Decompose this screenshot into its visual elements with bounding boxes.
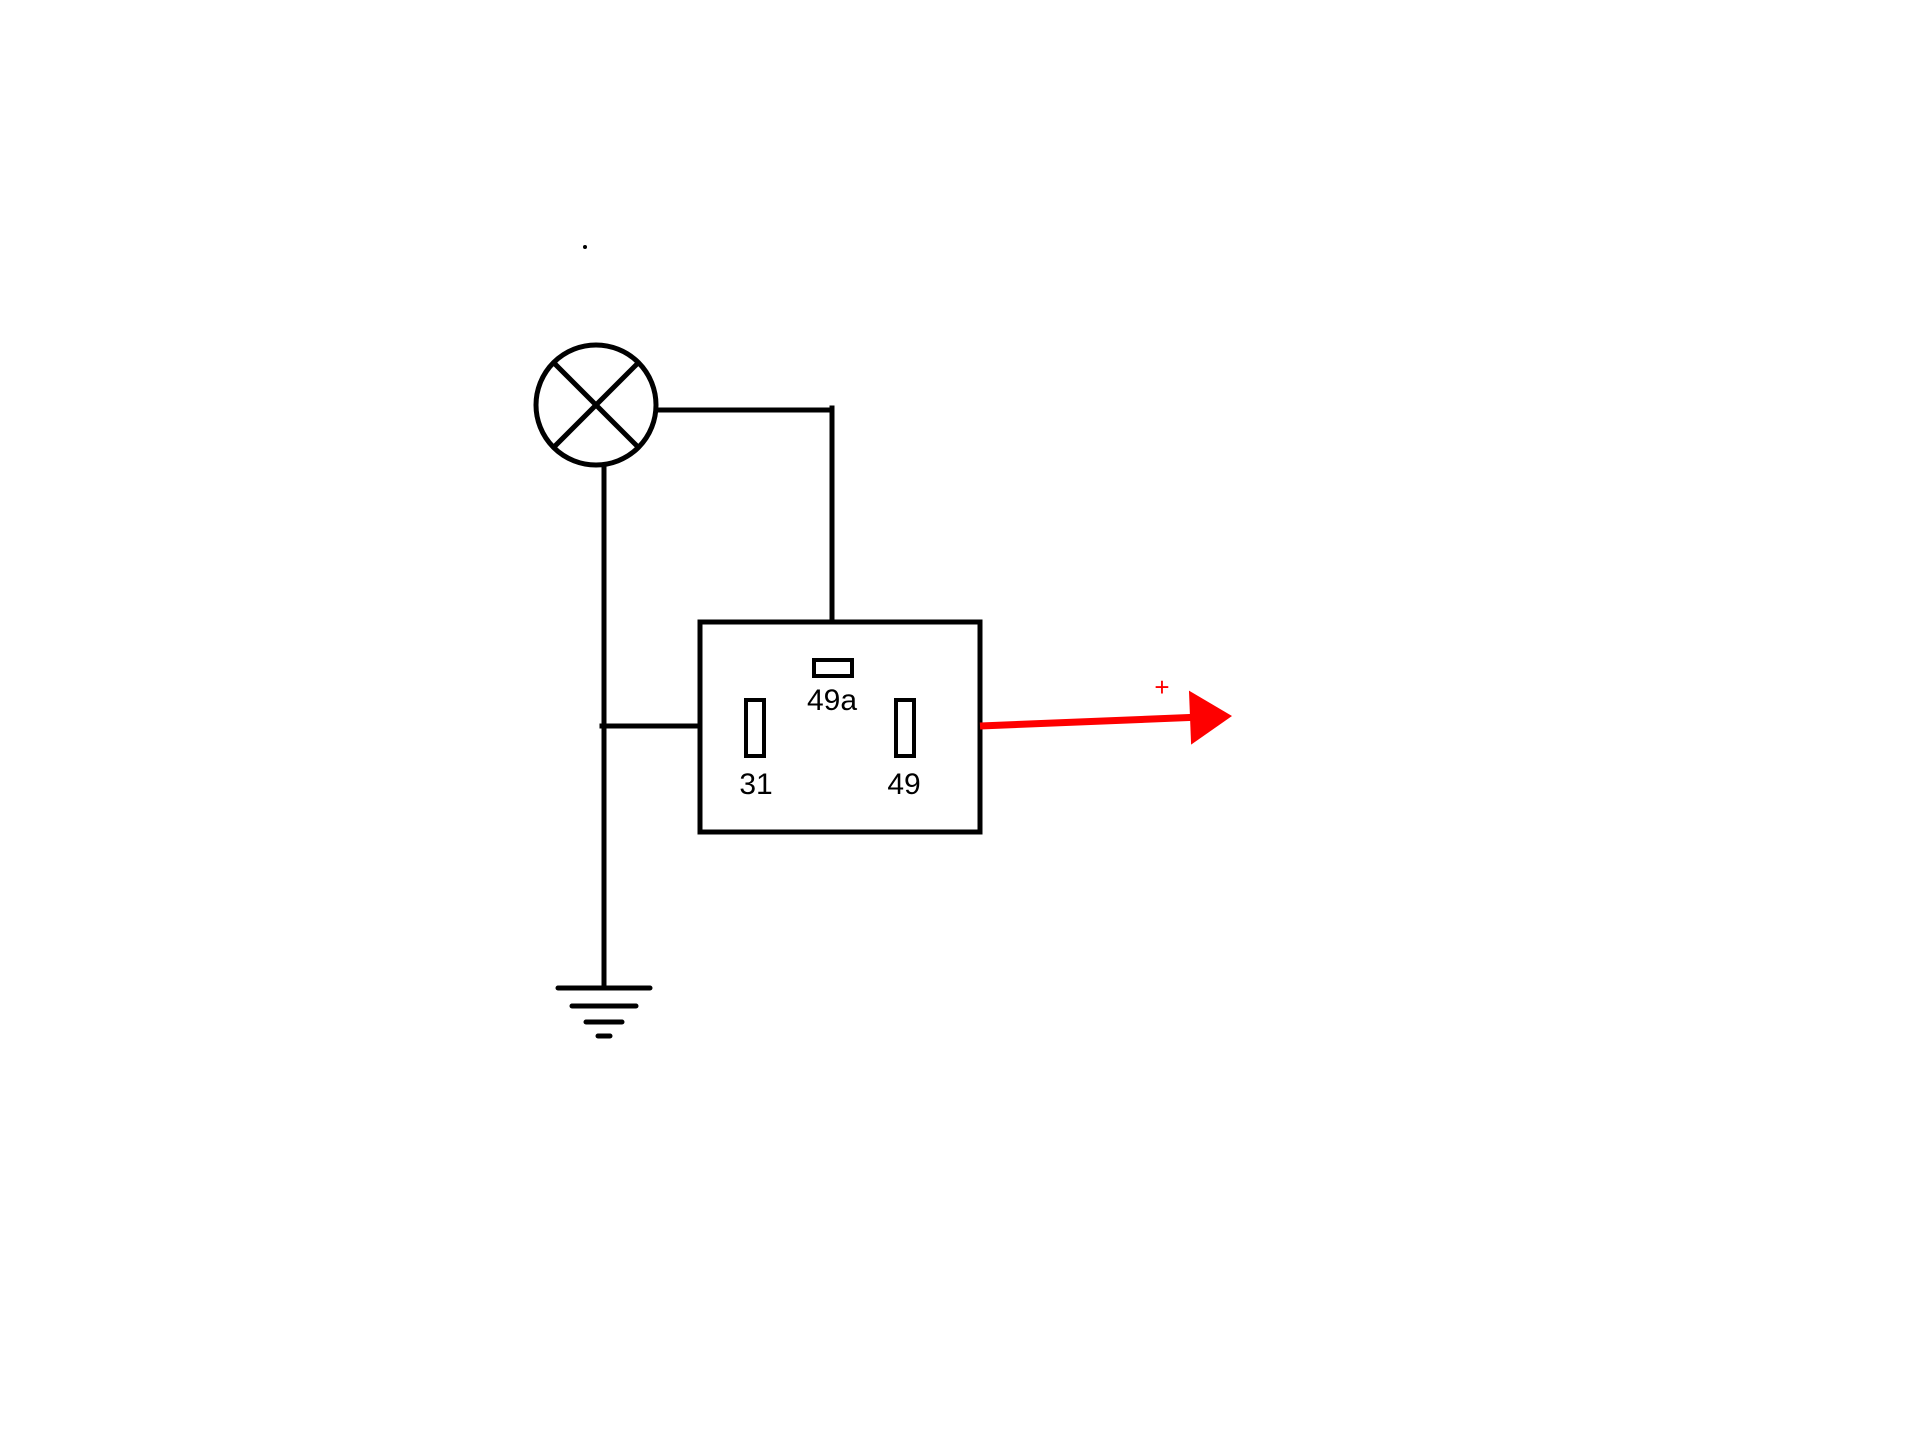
label-49: 49	[887, 768, 920, 801]
ground-symbol	[558, 988, 650, 1036]
positive-arrow	[980, 691, 1232, 745]
lamp-symbol	[536, 345, 656, 465]
wires	[602, 408, 832, 988]
label-49a: 49a	[807, 684, 857, 717]
terminal-31	[746, 700, 764, 756]
circuit-diagram: 49a 31 49 +	[0, 0, 1920, 1440]
label-31: 31	[739, 768, 772, 801]
terminal-49	[896, 700, 914, 756]
relay-box: 49a 31 49	[700, 622, 980, 832]
terminal-49a	[814, 660, 852, 676]
stray-dot	[583, 245, 587, 249]
plus-label: +	[1154, 672, 1169, 702]
